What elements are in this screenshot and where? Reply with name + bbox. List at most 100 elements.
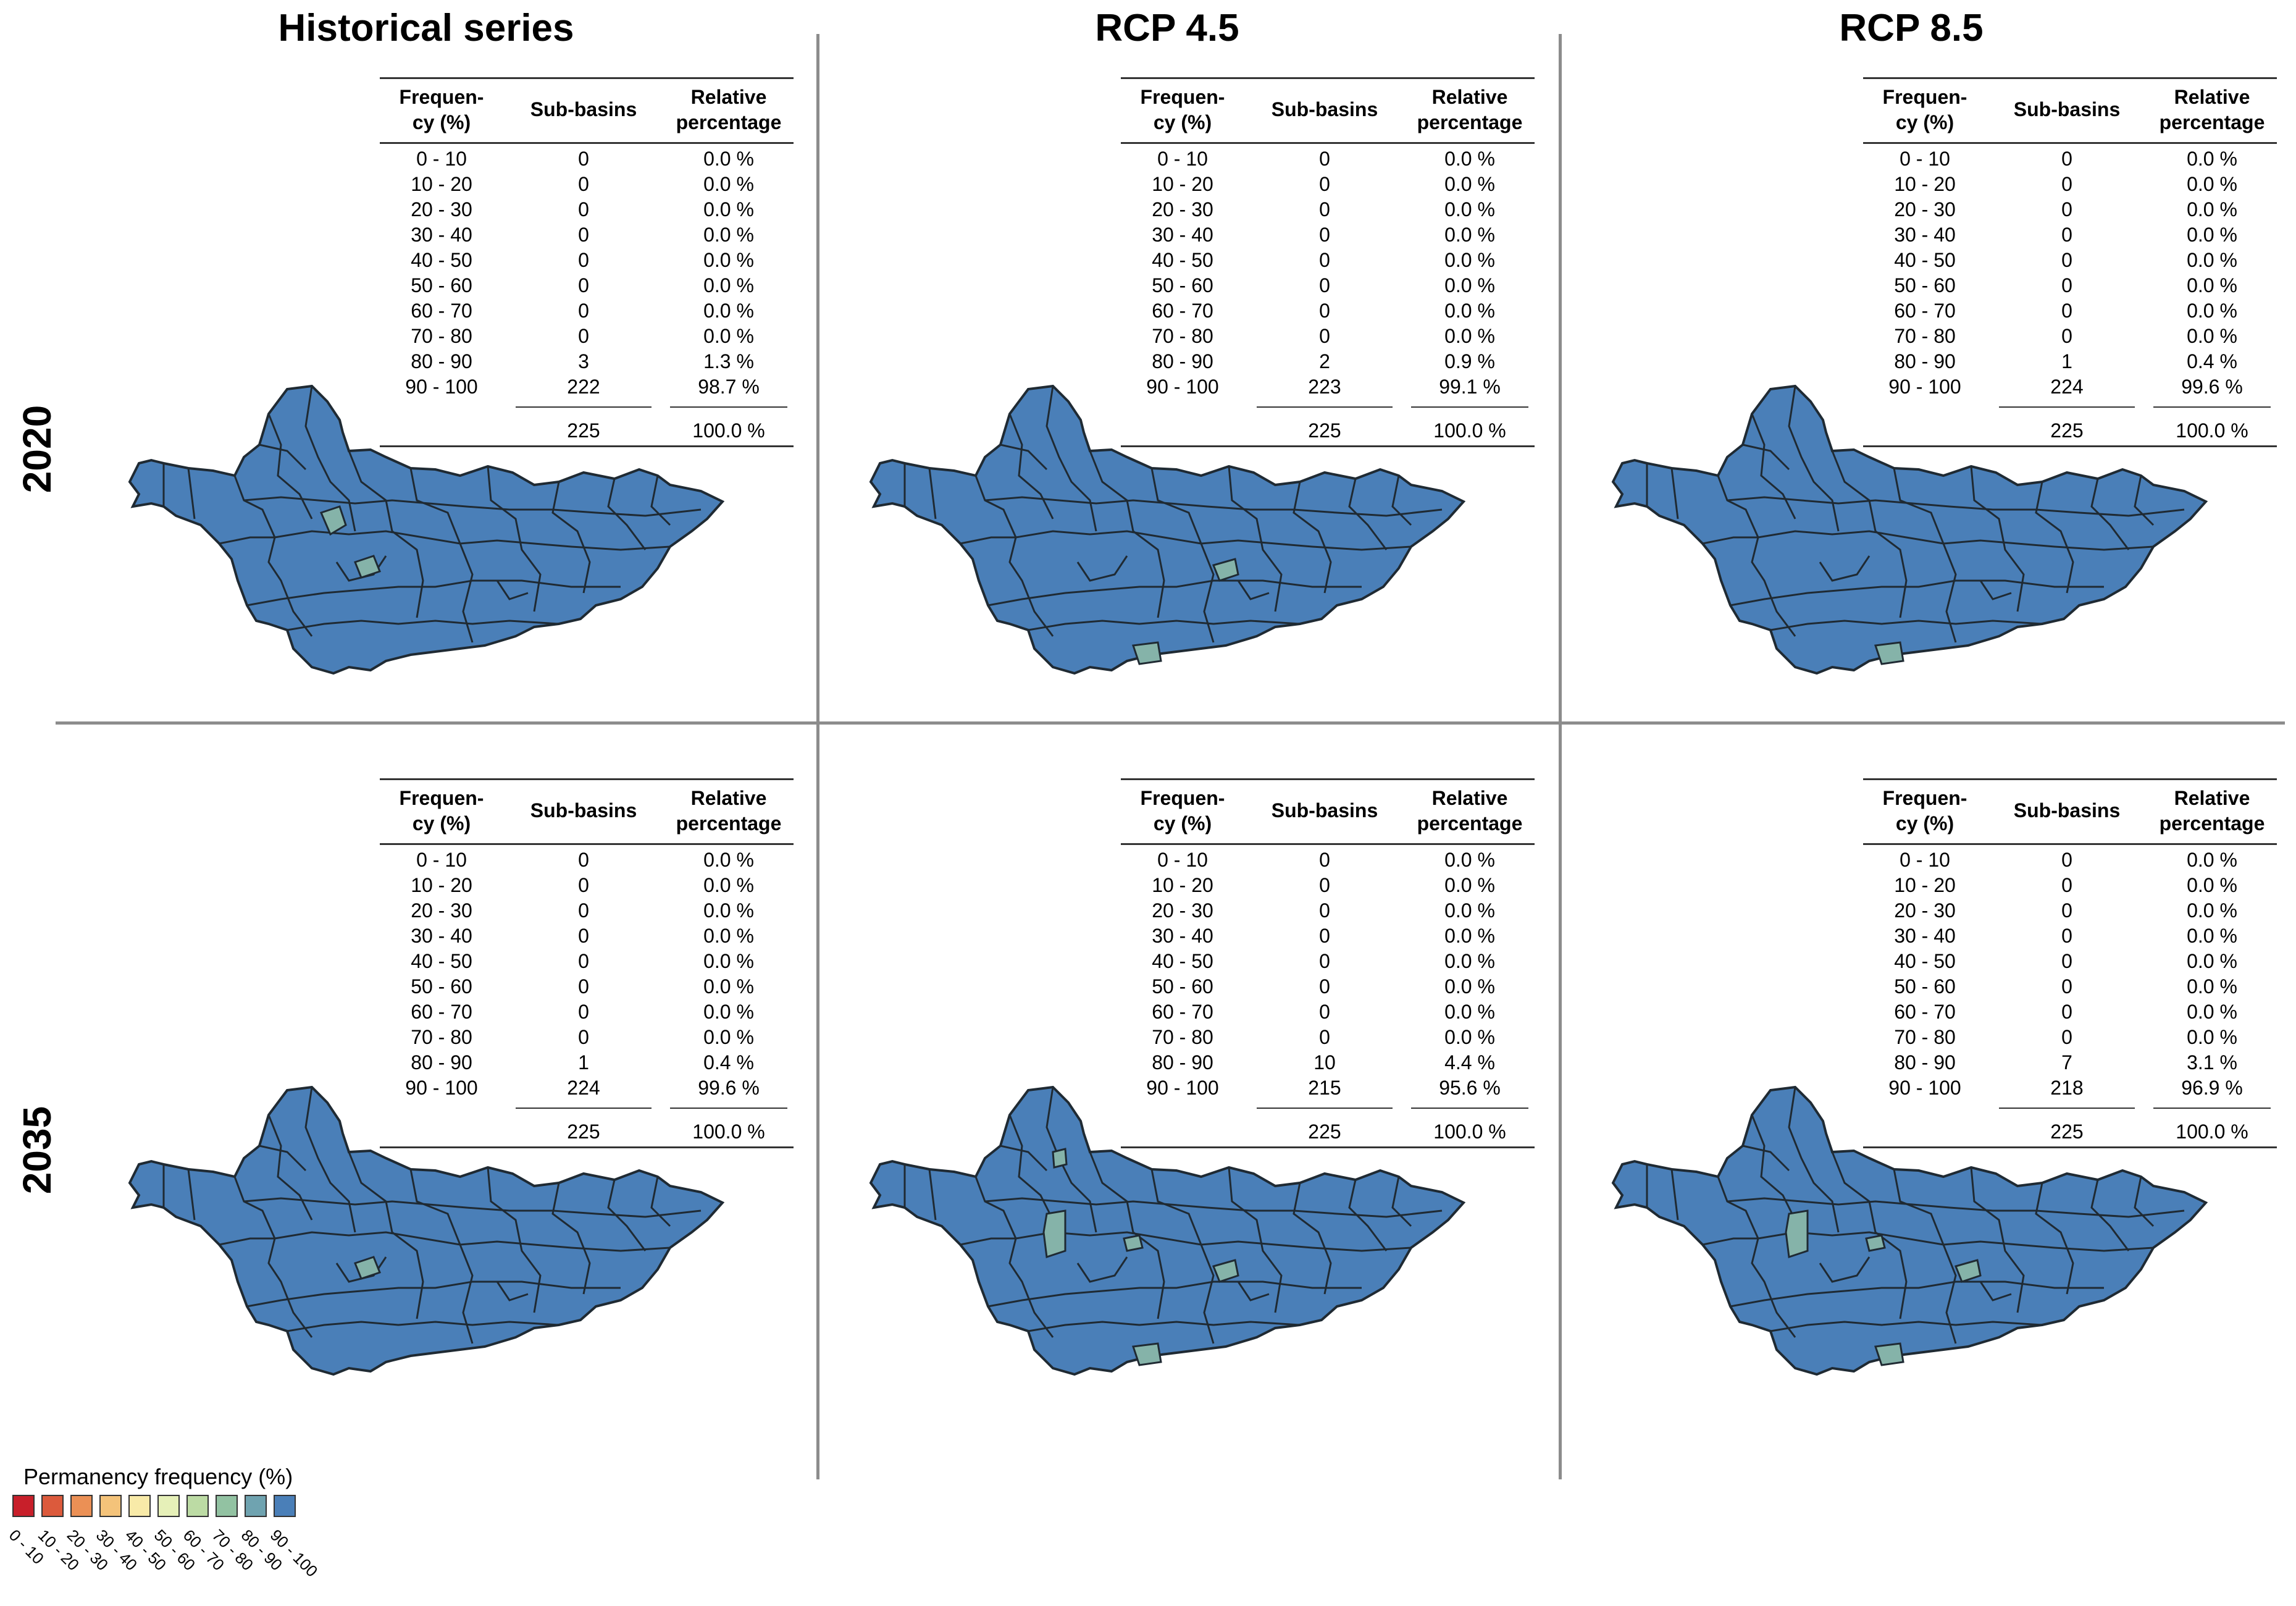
highlighted-subbasin bbox=[1052, 1148, 1068, 1169]
subbasin-boundary bbox=[974, 475, 1054, 637]
subbasin-boundary bbox=[928, 1169, 937, 1221]
subbasin-boundary bbox=[1228, 466, 1283, 612]
subbasin-boundary bbox=[1089, 450, 1165, 618]
subbasin-boundary bbox=[1293, 481, 1332, 594]
cell-subbasin-count: 0 bbox=[2061, 899, 2072, 922]
header-subbasins: Sub-basins bbox=[2013, 98, 2121, 120]
subbasin-boundary bbox=[1391, 475, 1412, 526]
cell-relative-percentage: 0.0 % bbox=[2187, 249, 2237, 271]
cell-frequency-range: 70 - 80 bbox=[1894, 1026, 1956, 1048]
cell-subbasin-count: 0 bbox=[1319, 198, 1330, 221]
cell-subbasin-count: 10 bbox=[1313, 1051, 1336, 1074]
subbasin-boundary bbox=[928, 468, 937, 519]
header-subbasins: Sub-basins bbox=[2013, 799, 2121, 822]
grid-divider-horizontal bbox=[56, 721, 2285, 725]
subbasin-boundary bbox=[287, 1321, 559, 1332]
cell-subbasin-count: 0 bbox=[1319, 950, 1330, 972]
cell-frequency-range: 40 - 50 bbox=[1152, 249, 1213, 271]
cell-relative-percentage: 0.0 % bbox=[703, 249, 754, 271]
cell-frequency-range: 20 - 30 bbox=[1894, 899, 1956, 922]
cell-frequency-range: 60 - 70 bbox=[411, 1001, 472, 1023]
cell-relative-percentage: 0.0 % bbox=[1444, 950, 1495, 972]
cell-relative-percentage: 99.1 % bbox=[1439, 376, 1501, 398]
cell-frequency-range: 70 - 80 bbox=[1152, 1026, 1213, 1048]
cell-subbasin-count: 0 bbox=[1319, 899, 1330, 922]
cell-frequency-range: 60 - 70 bbox=[1152, 1001, 1213, 1023]
cell-subbasin-count: 0 bbox=[2061, 925, 2072, 947]
header-frequency: Frequen- cy (%) bbox=[399, 86, 484, 133]
cell-frequency-range: 20 - 30 bbox=[411, 899, 472, 922]
cell-relative-percentage: 0.0 % bbox=[1444, 1001, 1495, 1023]
cell-frequency-range: 20 - 30 bbox=[411, 198, 472, 221]
table-bottom-rule bbox=[1863, 445, 2277, 447]
subbasin-boundary bbox=[650, 1176, 671, 1227]
cell-relative-percentage: 95.6 % bbox=[1439, 1077, 1501, 1099]
cell-frequency-range: 20 - 30 bbox=[1152, 198, 1213, 221]
cell-frequency-range: 50 - 60 bbox=[1152, 975, 1213, 998]
grid-divider-vertical-2 bbox=[1559, 34, 1562, 1479]
cell-subbasin-count: 0 bbox=[1319, 874, 1330, 896]
legend-swatch bbox=[70, 1495, 93, 1517]
subbasin-boundary bbox=[1751, 1114, 1796, 1221]
cell-frequency-range: 40 - 50 bbox=[411, 249, 472, 271]
cell-subbasin-count: 0 bbox=[1319, 173, 1330, 195]
table-bottom-rule bbox=[380, 445, 794, 447]
subbasin-boundary bbox=[246, 1280, 621, 1308]
cell-frequency-range: 90 - 100 bbox=[1146, 1077, 1219, 1099]
subbasin-boundary bbox=[1702, 1231, 2154, 1252]
cell-subbasin-count: 0 bbox=[2061, 975, 2072, 998]
cell-relative-percentage: 0.0 % bbox=[1444, 173, 1495, 195]
cell-relative-percentage: 0.0 % bbox=[2187, 874, 2237, 896]
header-frequency: Frequen- cy (%) bbox=[399, 787, 484, 835]
cell-frequency-range: 30 - 40 bbox=[1152, 224, 1213, 246]
cell-frequency-range: 70 - 80 bbox=[1152, 325, 1213, 347]
highlighted-subbasin bbox=[1954, 1259, 1982, 1283]
cell-frequency-range: 90 - 100 bbox=[1888, 1077, 1961, 1099]
subtotal-rule bbox=[1257, 1108, 1393, 1109]
table-header-rule bbox=[380, 843, 794, 845]
cell-relative-percentage: 0.0 % bbox=[2187, 198, 2237, 221]
cell-relative-percentage: 0.0 % bbox=[2187, 899, 2237, 922]
highlighted-subbasin bbox=[1212, 1259, 1239, 1283]
basin-outline bbox=[869, 384, 1466, 675]
cell-subbasin-count: 0 bbox=[2061, 950, 2072, 972]
column-title-rcp85: RCP 8.5 bbox=[1839, 7, 1984, 49]
cell-total-percentage: 100.0 % bbox=[692, 1120, 765, 1143]
cell-frequency-range: 40 - 50 bbox=[411, 950, 472, 972]
cell-relative-percentage: 0.0 % bbox=[2187, 1026, 2237, 1048]
cell-subbasin-count: 0 bbox=[1319, 148, 1330, 170]
subbasin-boundary bbox=[1670, 1169, 1679, 1221]
table-bottom-rule bbox=[1121, 1146, 1535, 1148]
header-subbasins: Sub-basins bbox=[530, 98, 637, 120]
subtotal-rule bbox=[2153, 1108, 2271, 1109]
cell-subbasin-count: 0 bbox=[1319, 1001, 1330, 1023]
legend-swatch bbox=[12, 1495, 35, 1517]
subbasin-boundary bbox=[243, 1197, 702, 1218]
legend-swatch bbox=[274, 1495, 296, 1517]
subbasin-boundary bbox=[1348, 478, 1388, 550]
cell-subbasin-count: 0 bbox=[578, 198, 589, 221]
legend-swatch bbox=[41, 1495, 64, 1517]
subbasin-boundary bbox=[650, 475, 671, 526]
cell-frequency-range: 90 - 100 bbox=[1146, 376, 1219, 398]
cell-relative-percentage: 0.0 % bbox=[703, 325, 754, 347]
table-top-rule bbox=[380, 77, 794, 79]
cell-subbasin-count: 0 bbox=[1319, 925, 1330, 947]
cell-relative-percentage: 0.0 % bbox=[2187, 950, 2237, 972]
subbasin-boundary bbox=[984, 496, 1443, 517]
cell-frequency-range: 90 - 100 bbox=[405, 1077, 478, 1099]
header-subbasins: Sub-basins bbox=[530, 799, 637, 822]
cell-subbasin-count: 0 bbox=[1319, 849, 1330, 871]
cell-subbasin-count: 0 bbox=[578, 874, 589, 896]
header-relative-percentage: Relative percentage bbox=[2159, 86, 2265, 133]
table-top-rule bbox=[1121, 778, 1535, 780]
subbasin-boundary bbox=[1727, 1197, 2185, 1218]
cell-frequency-range: 60 - 70 bbox=[411, 300, 472, 322]
cell-subbasin-count: 215 bbox=[1308, 1077, 1341, 1099]
legend-swatch bbox=[186, 1495, 209, 1517]
cell-relative-percentage: 0.0 % bbox=[2187, 224, 2237, 246]
basin-outline bbox=[1611, 384, 2208, 675]
header-subbasins: Sub-basins bbox=[1271, 98, 1378, 120]
subbasin-boundary bbox=[1237, 1281, 1270, 1301]
header-frequency: Frequen- cy (%) bbox=[1882, 787, 1967, 835]
